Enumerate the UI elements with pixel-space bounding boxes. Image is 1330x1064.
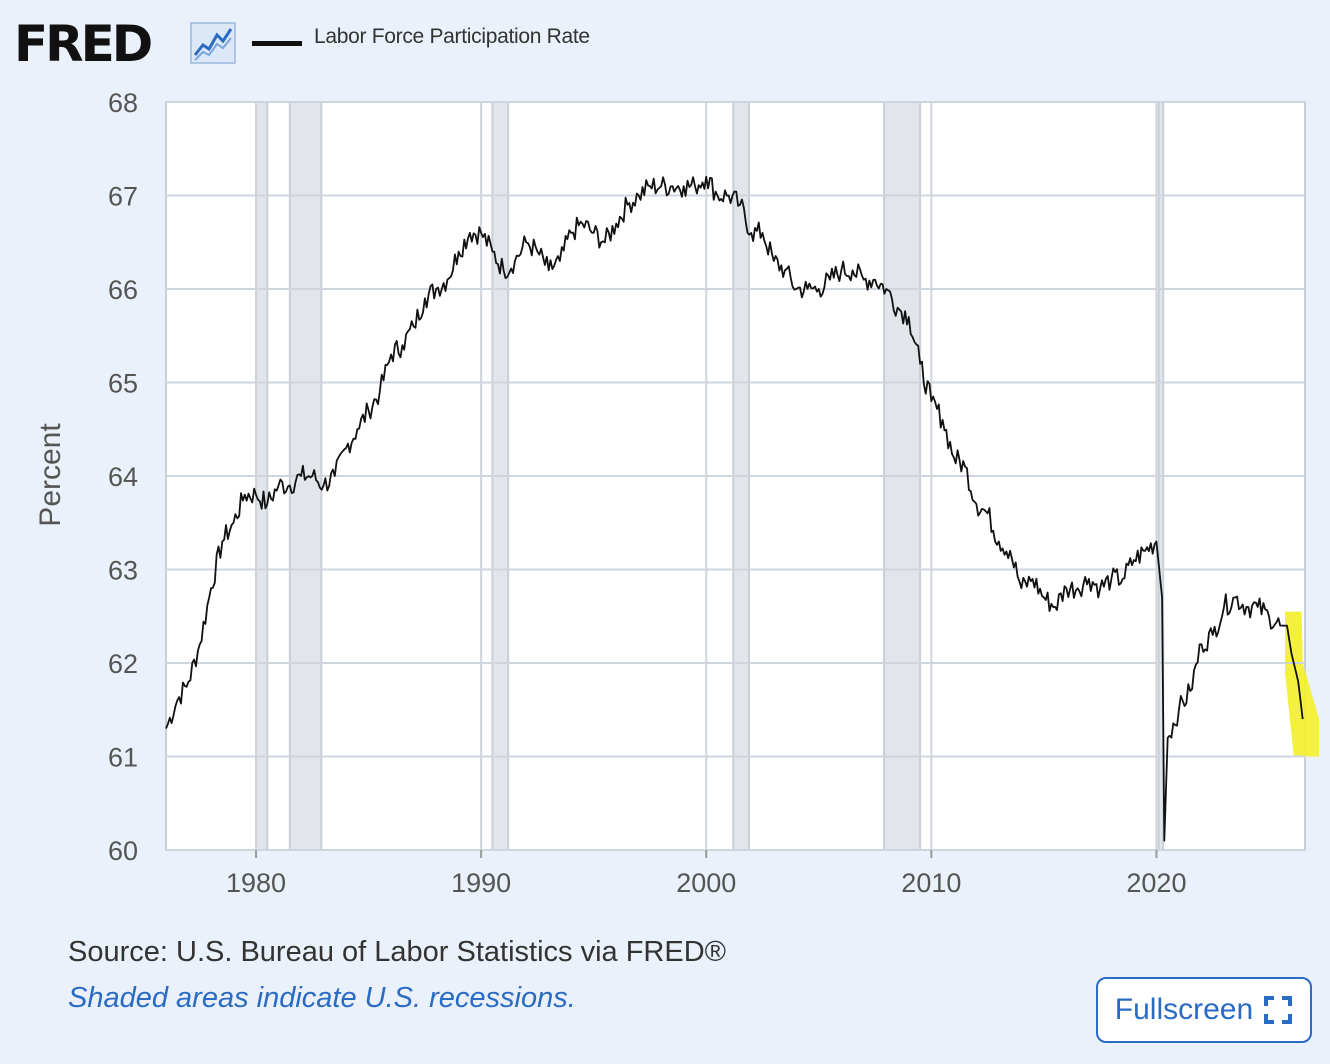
x-tick-label-1980: 1980 — [226, 868, 286, 898]
y-axis-title: Percent — [34, 423, 67, 527]
y-tick-label-60: 60 — [108, 836, 138, 866]
x-axis-ticks: 1980 1990 2000 2010 2020 — [226, 850, 1186, 898]
legend-line-swatch — [252, 41, 302, 46]
x-tick-label-1990: 1990 — [451, 868, 511, 898]
highlight-marker — [1284, 611, 1319, 757]
gridlines — [166, 101, 1305, 851]
y-tick-label-63: 63 — [108, 556, 138, 586]
y-tick-label-65: 65 — [108, 369, 138, 399]
series-line-labor-force-participation-rate — [165, 175, 1304, 842]
fullscreen-button[interactable]: Fullscreen — [1096, 977, 1312, 1043]
y-tick-label-62: 62 — [108, 649, 138, 679]
fullscreen-icon — [1264, 996, 1293, 1024]
x-tick-label-2010: 2010 — [901, 868, 961, 898]
fred-logo[interactable]: FRED — [14, 15, 153, 73]
line-chart-icon — [190, 22, 236, 64]
source-note: Source: U.S. Bureau of Labor Statistics … — [68, 936, 727, 968]
y-tick-label-64: 64 — [108, 462, 138, 492]
x-tick-label-2020: 2020 — [1126, 868, 1186, 898]
y-tick-label-68: 68 — [108, 88, 138, 118]
highlight-region — [1284, 611, 1319, 757]
legend-series-label: Labor Force Participation Rate — [314, 25, 590, 48]
y-axis-ticks: 60 61 62 63 64 65 66 67 68 — [108, 88, 138, 866]
fullscreen-label: Fullscreen — [1114, 993, 1254, 1026]
recession-note[interactable]: Shaded areas indicate U.S. recessions. — [68, 982, 576, 1014]
y-tick-label-61: 61 — [108, 743, 138, 773]
x-tick-label-2000: 2000 — [676, 868, 736, 898]
y-tick-label-66: 66 — [108, 275, 138, 305]
y-tick-label-67: 67 — [108, 182, 138, 212]
